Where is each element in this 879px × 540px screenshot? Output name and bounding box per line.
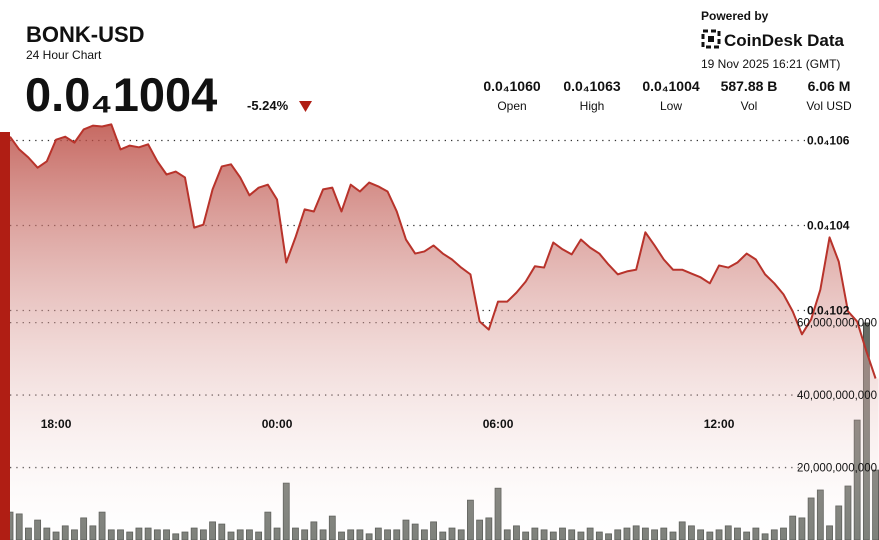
chart-title: BONK-USD (26, 22, 145, 47)
x-tick-label: 06:00 (483, 417, 514, 431)
brand-name: CoinDesk Data (724, 31, 845, 50)
plot-area (6, 123, 879, 540)
timestamp: 19 Nov 2025 16:21 (GMT) (701, 57, 840, 71)
stat-value: 0.0₄1004 (642, 78, 699, 94)
stat-label: High (580, 99, 605, 113)
stat-label: Low (660, 99, 682, 113)
x-tick-label: 00:00 (262, 417, 293, 431)
price-change: -5.24% (247, 98, 289, 113)
price-area (10, 124, 879, 540)
y2-tick-label: 60,000,000,000 (797, 318, 877, 330)
y-tick-label: 0.0₄102 (807, 304, 850, 318)
stat-label: Open (497, 99, 526, 113)
x-tick-label: 12:00 (704, 417, 735, 431)
y-tick-label: 0.0₄106 (807, 134, 850, 148)
logo-icon (701, 29, 721, 49)
stats: 0.0₄1060 Open 0.0₄1063 High 0.0₄1004 Low 587.8… (483, 78, 852, 113)
stat-value: 587.88 B (721, 78, 778, 94)
stat-label: Vol USD (806, 99, 852, 113)
y2-tick-label: 20,000,000,000 (797, 463, 877, 475)
stat-label: Vol (741, 99, 758, 113)
logo-icon-core (708, 36, 714, 42)
down-arrow (299, 101, 312, 112)
powered-by: Powered by (701, 9, 769, 23)
chart-subtitle: 24 Hour Chart (26, 48, 102, 62)
price-line (9, 123, 877, 379)
stat-value: 6.06 M (808, 78, 851, 94)
stat-value: 0.0₄1063 (563, 78, 620, 94)
current-price: 0.0₄1004 (25, 68, 217, 121)
stat-value: 0.0₄1060 (483, 78, 540, 94)
accent-bar (0, 132, 10, 540)
x-tick-label: 18:00 (41, 417, 72, 431)
y-tick-label: 0.0₄104 (807, 219, 850, 233)
brand-logo (701, 29, 721, 49)
y2-tick-label: 40,000,000,000 (797, 390, 877, 402)
